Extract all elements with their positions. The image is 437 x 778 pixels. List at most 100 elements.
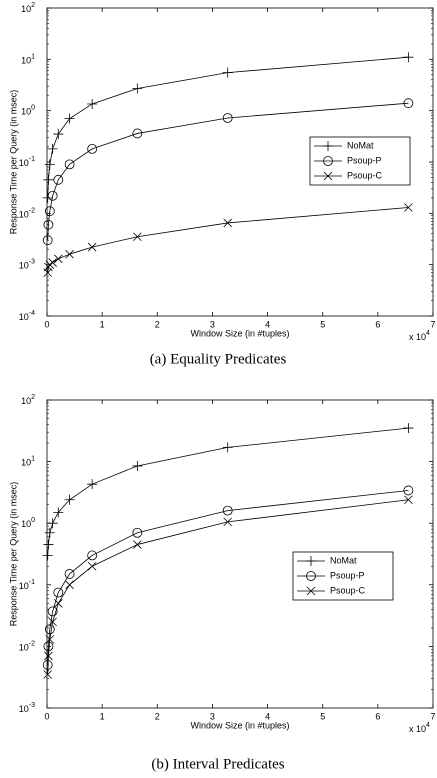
x-tick-label: 5 <box>320 319 325 329</box>
x-multiplier-exp: 4 <box>426 330 430 337</box>
caption: (a) Equality Predicates <box>150 351 287 367</box>
marker <box>223 517 232 527</box>
y-tick-exponent: 0 <box>31 105 35 112</box>
marker <box>223 218 232 228</box>
y-tick-label: 102 <box>21 2 35 15</box>
x-tick-label: 7 <box>430 319 435 329</box>
marker <box>48 258 57 267</box>
y-tick-label: 101 <box>21 455 35 468</box>
y-tick-exponent: -2 <box>29 207 35 214</box>
marker <box>54 254 63 264</box>
marker <box>87 242 97 252</box>
marker <box>47 190 58 201</box>
y-tick-exponent: 1 <box>31 53 35 60</box>
marker <box>53 174 64 185</box>
y-tick-exponent: 2 <box>31 394 35 401</box>
marker <box>44 206 55 217</box>
marker <box>87 550 98 561</box>
y-tick-base: 10 <box>19 261 29 271</box>
y-axis-label: Response Time per Query (in msec) <box>8 90 18 235</box>
legend-label: NoMat <box>347 140 374 150</box>
plot-frame <box>46 399 434 709</box>
marker <box>323 171 333 181</box>
marker <box>403 98 414 109</box>
x-multiplier-base: x 10 <box>409 332 426 342</box>
legend-label: Psoup-C <box>330 585 366 595</box>
marker <box>48 617 57 627</box>
marker <box>53 587 64 598</box>
legend-label: Psoup-C <box>347 170 383 180</box>
marker <box>43 641 54 652</box>
series-line <box>47 490 409 665</box>
y-tick-label: 10-1 <box>19 579 35 592</box>
legend-label: Psoup-P <box>347 155 382 165</box>
marker <box>65 580 74 590</box>
x-tick-label: 2 <box>155 711 160 721</box>
y-tick-base: 10 <box>19 158 29 168</box>
marker <box>222 113 233 123</box>
marker <box>42 192 53 203</box>
y-tick-label: 100 <box>21 105 35 118</box>
marker <box>47 143 58 154</box>
marker <box>53 129 64 140</box>
y-tick-label: 10-2 <box>19 207 35 220</box>
y-tick-exponent: -4 <box>29 310 35 317</box>
x-tick-label: 4 <box>265 711 270 721</box>
marker <box>44 651 53 661</box>
marker <box>64 494 75 505</box>
legend-label: Psoup-P <box>330 570 365 580</box>
marker <box>64 159 75 170</box>
marker <box>42 550 53 561</box>
marker <box>87 98 98 109</box>
marker <box>87 143 98 154</box>
y-tick-base: 10 <box>21 107 31 117</box>
x-axis-label: Window Size (in #tuples) <box>190 328 289 338</box>
marker <box>132 83 143 94</box>
x-tick-label: 1 <box>100 711 105 721</box>
marker <box>323 156 333 166</box>
marker <box>87 561 97 571</box>
marker <box>133 540 142 549</box>
y-tick-base: 10 <box>21 4 31 14</box>
marker <box>132 128 143 139</box>
y-tick-base: 10 <box>19 312 29 322</box>
x-tick-label: 1 <box>100 319 105 329</box>
marker <box>133 232 142 242</box>
y-tick-base: 10 <box>19 581 29 591</box>
marker <box>306 571 316 581</box>
marker <box>222 67 233 78</box>
x-tick-label: 6 <box>375 711 380 721</box>
y-tick-exponent: -3 <box>29 702 35 709</box>
marker <box>403 485 414 496</box>
y-tick-label: 10-2 <box>19 640 35 653</box>
series-line <box>47 56 409 198</box>
x-tick-label: 0 <box>44 711 49 721</box>
y-tick-label: 100 <box>21 517 35 530</box>
y-tick-exponent: -3 <box>29 259 35 266</box>
y-tick-label: 102 <box>21 394 35 407</box>
marker <box>43 539 54 550</box>
x-tick-label: 4 <box>265 319 270 329</box>
marker <box>404 495 413 505</box>
y-tick-exponent: 2 <box>31 2 35 9</box>
x-tick-label: 6 <box>375 319 380 329</box>
x-tick-label: 3 <box>210 319 215 329</box>
series-line <box>47 427 409 556</box>
marker <box>45 635 55 644</box>
x-tick-label: 2 <box>155 319 160 329</box>
x-axis-label: Window Size (in #tuples) <box>190 720 289 730</box>
x-tick-label: 5 <box>320 711 325 721</box>
marker <box>44 159 55 170</box>
x-multiplier: x 104 <box>409 722 430 735</box>
marker <box>403 52 414 63</box>
x-tick-label: 7 <box>430 711 435 721</box>
y-tick-label: 10-4 <box>19 310 35 323</box>
marker <box>132 460 143 471</box>
y-tick-base: 10 <box>21 56 31 66</box>
series-line <box>47 207 409 273</box>
marker <box>222 442 233 453</box>
marker <box>222 505 233 516</box>
marker <box>64 569 75 579</box>
y-tick-exponent: -2 <box>29 640 35 647</box>
marker <box>404 203 413 212</box>
